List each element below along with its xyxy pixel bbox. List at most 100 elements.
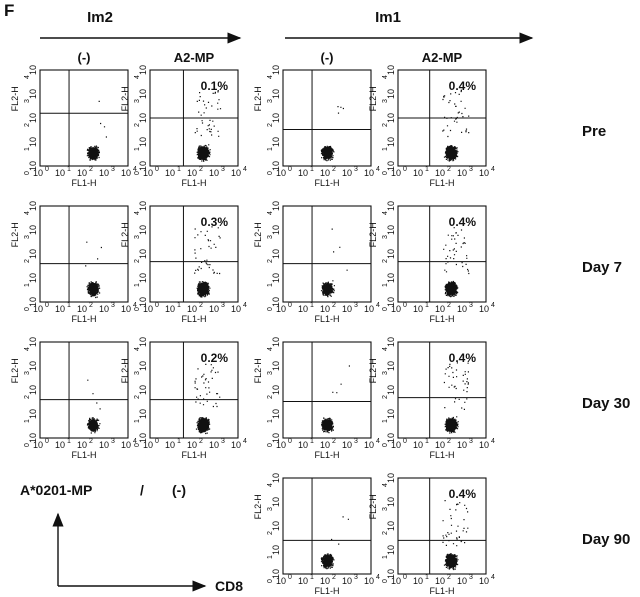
y-tick-base: 10 bbox=[386, 297, 396, 307]
x-axis-label: FL1-H bbox=[314, 178, 339, 188]
y-tick-base: 10 bbox=[28, 409, 38, 419]
y-tick-exponent: 2 bbox=[134, 395, 141, 399]
dot-cloud bbox=[194, 90, 222, 162]
x-tick-base: 10 bbox=[209, 304, 219, 314]
y-tick-base: 10 bbox=[28, 297, 38, 307]
y-tick-exponent: 4 bbox=[382, 483, 389, 487]
x-axis-label: FL1-H bbox=[71, 450, 96, 460]
x-tick-base: 10 bbox=[364, 576, 374, 586]
y-tick-base: 10 bbox=[271, 569, 281, 579]
y-tick-base: 10 bbox=[138, 273, 148, 283]
x-tick-exponent: 0 bbox=[403, 438, 407, 445]
y-tick-exponent: 4 bbox=[24, 347, 31, 351]
x-tick-base: 10 bbox=[165, 304, 175, 314]
y-tick-base: 10 bbox=[28, 65, 38, 75]
y-tick-base: 10 bbox=[386, 473, 396, 483]
x-tick-base: 10 bbox=[364, 304, 374, 314]
x-tick-exponent: 4 bbox=[243, 302, 247, 309]
x-tick-exponent: 4 bbox=[243, 166, 247, 173]
y-tick-exponent: 0 bbox=[382, 579, 389, 583]
x-axis-label: FL1-H bbox=[181, 450, 206, 460]
x-tick-base: 10 bbox=[209, 440, 219, 450]
x-axis-label: FL1-H bbox=[429, 178, 454, 188]
y-tick-base: 10 bbox=[271, 473, 281, 483]
x-tick-base: 10 bbox=[33, 304, 43, 314]
percent-label: 0.4% bbox=[449, 215, 477, 229]
plot-frame bbox=[282, 205, 372, 303]
row-label: Pre bbox=[582, 123, 606, 140]
y-tick-exponent: 3 bbox=[267, 371, 274, 375]
x-tick-base: 10 bbox=[276, 168, 286, 178]
x-tick-exponent: 4 bbox=[376, 302, 380, 309]
y-axis-label: FL2-H bbox=[120, 222, 130, 247]
y-tick-base: 10 bbox=[271, 225, 281, 235]
x-tick-exponent: 0 bbox=[403, 302, 407, 309]
y-tick-exponent: 4 bbox=[24, 75, 31, 79]
x-tick-base: 10 bbox=[121, 168, 131, 178]
y-tick-exponent: 1 bbox=[382, 147, 389, 151]
x-tick-exponent: 1 bbox=[310, 438, 314, 445]
y-axis-label: FL2-H bbox=[253, 494, 263, 519]
y-tick-base: 10 bbox=[386, 273, 396, 283]
y-tick-exponent: 4 bbox=[267, 483, 274, 487]
y-tick-exponent: 3 bbox=[382, 99, 389, 103]
dot-cloud bbox=[321, 365, 350, 434]
y-tick-exponent: 4 bbox=[267, 347, 274, 351]
x-tick-exponent: 0 bbox=[288, 166, 292, 173]
x-tick-base: 10 bbox=[298, 168, 308, 178]
plot-frame bbox=[282, 341, 372, 439]
y-tick-exponent: 4 bbox=[267, 211, 274, 215]
x-tick-base: 10 bbox=[298, 440, 308, 450]
x-tick-exponent: 3 bbox=[354, 438, 358, 445]
y-tick-base: 10 bbox=[271, 521, 281, 531]
y-axis-label: FL2-H bbox=[253, 358, 263, 383]
x-tick-exponent: 3 bbox=[469, 302, 473, 309]
x-tick-base: 10 bbox=[187, 304, 197, 314]
x-tick-exponent: 0 bbox=[403, 574, 407, 581]
column-header: (-) bbox=[78, 50, 91, 65]
x-tick-exponent: 3 bbox=[111, 166, 115, 173]
group-label: Im1 bbox=[375, 9, 401, 26]
y-tick-exponent: 4 bbox=[134, 347, 141, 351]
x-tick-base: 10 bbox=[298, 576, 308, 586]
y-axis-label: FL2-H bbox=[368, 358, 378, 383]
y-tick-exponent: 3 bbox=[382, 507, 389, 511]
x-tick-exponent: 0 bbox=[288, 302, 292, 309]
y-tick-exponent: 0 bbox=[134, 443, 141, 447]
x-tick-base: 10 bbox=[165, 168, 175, 178]
y-tick-base: 10 bbox=[386, 361, 396, 371]
x-tick-exponent: 4 bbox=[133, 302, 137, 309]
plot-frame bbox=[149, 341, 239, 439]
y-tick-base: 10 bbox=[28, 225, 38, 235]
y-tick-exponent: 0 bbox=[24, 307, 31, 311]
plot-frame bbox=[282, 69, 372, 167]
x-tick-base: 10 bbox=[457, 168, 467, 178]
y-tick-exponent: 0 bbox=[382, 307, 389, 311]
x-tick-exponent: 4 bbox=[133, 166, 137, 173]
y-tick-base: 10 bbox=[138, 361, 148, 371]
x-tick-base: 10 bbox=[77, 304, 87, 314]
x-tick-exponent: 2 bbox=[332, 166, 336, 173]
x-tick-exponent: 3 bbox=[469, 438, 473, 445]
y-tick-base: 10 bbox=[271, 409, 281, 419]
x-tick-exponent: 0 bbox=[288, 574, 292, 581]
y-tick-base: 10 bbox=[386, 201, 396, 211]
y-tick-base: 10 bbox=[28, 113, 38, 123]
y-tick-exponent: 3 bbox=[267, 235, 274, 239]
x-tick-base: 10 bbox=[391, 304, 401, 314]
y-tick-base: 10 bbox=[271, 337, 281, 347]
x-tick-base: 10 bbox=[209, 168, 219, 178]
y-tick-base: 10 bbox=[138, 161, 148, 171]
x-tick-exponent: 3 bbox=[469, 574, 473, 581]
x-tick-base: 10 bbox=[55, 440, 65, 450]
x-tick-base: 10 bbox=[435, 304, 445, 314]
plot-frame bbox=[39, 69, 129, 167]
y-tick-exponent: 1 bbox=[267, 555, 274, 559]
y-tick-exponent: 3 bbox=[267, 99, 274, 103]
y-tick-base: 10 bbox=[138, 65, 148, 75]
